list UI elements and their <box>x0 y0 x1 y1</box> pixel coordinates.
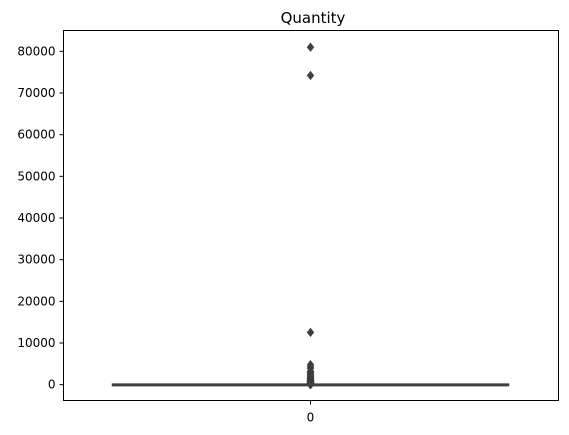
outlier-point <box>306 327 315 338</box>
y-tick-label: 50000 <box>17 169 55 183</box>
y-tick-label: 40000 <box>17 211 55 225</box>
x-tick-label: 0 <box>307 411 315 425</box>
y-tick-label: 10000 <box>17 336 55 350</box>
outlier-point <box>306 42 315 52</box>
y-tick-label: 0 <box>48 378 56 392</box>
y-tick-label: 60000 <box>17 128 55 142</box>
y-tick-label: 80000 <box>17 44 55 58</box>
y-tick-label: 30000 <box>17 253 55 267</box>
plot-frame <box>63 30 559 401</box>
outlier-layer <box>306 42 315 390</box>
chart-title: Quantity <box>281 9 346 27</box>
y-tick-label: 70000 <box>17 86 55 100</box>
plot-area <box>111 42 510 390</box>
y-tick-label: 20000 <box>17 294 55 308</box>
y-axis-ticks: 0 10000 20000 30000 40000 50000 60000 70000 8000… <box>17 44 64 392</box>
x-axis-ticks: 0 <box>307 400 315 425</box>
outlier-point <box>306 70 315 81</box>
outlier-point <box>306 379 315 390</box>
